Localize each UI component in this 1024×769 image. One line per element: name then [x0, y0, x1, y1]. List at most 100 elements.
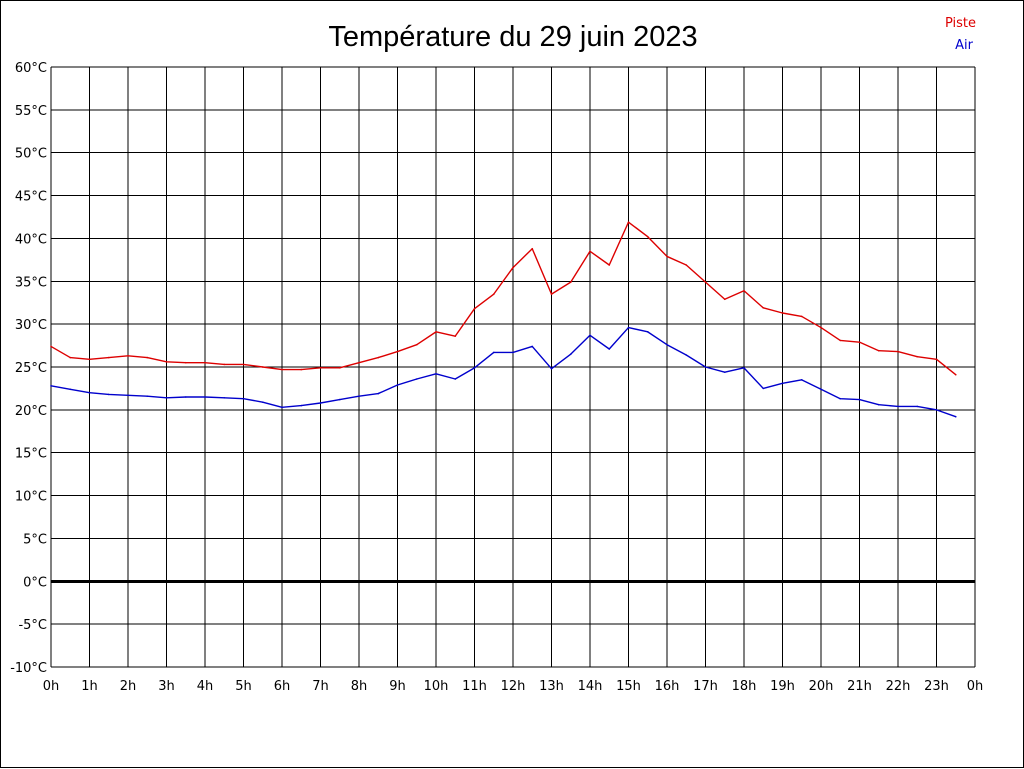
data-point-air [666, 343, 668, 346]
data-point-air [146, 395, 149, 397]
x-axis-ticks: 0h 1h 2h 3h 4h 5h 6h 7h 8h 9h 10h 11h 12h 13h 14h 15h 16… [43, 679, 984, 694]
data-point-air [204, 396, 206, 398]
data-point-air [338, 398, 341, 401]
data-point-air [916, 405, 919, 408]
x-tick-label: 8h [351, 679, 368, 694]
x-tick-label: 17h [693, 679, 718, 694]
data-point-air [685, 354, 688, 356]
y-tick-label: 35°C [15, 275, 47, 290]
data-point-piste [107, 356, 110, 359]
x-tick-label: 22h [886, 679, 911, 694]
y-tick-label: 10°C [15, 490, 47, 505]
x-tick-label: 1h [81, 679, 98, 694]
data-point-air [127, 394, 129, 397]
data-point-piste [454, 335, 457, 337]
data-point-air [627, 326, 630, 329]
data-point-air [377, 392, 380, 395]
data-point-air [897, 405, 899, 408]
data-point-piste [338, 367, 341, 369]
data-point-piste [550, 293, 553, 295]
y-tick-label: 15°C [15, 447, 47, 462]
data-point-piste [358, 361, 360, 364]
data-point-piste [492, 293, 495, 295]
y-tick-label: -5°C [18, 618, 47, 633]
data-point-piste [762, 307, 765, 309]
data-point-air [858, 398, 861, 401]
data-point-piste [165, 361, 168, 363]
data-point-piste [319, 367, 322, 369]
data-point-air [261, 401, 264, 403]
data-point-air [569, 353, 572, 355]
data-point-piste [242, 363, 245, 366]
data-point-piste [800, 315, 803, 318]
data-point-piste [839, 339, 842, 342]
x-tick-label: 12h [501, 679, 526, 694]
data-point-piste [396, 350, 399, 353]
y-axis-ticks: 60°C 55°C 50°C 45°C 40°C 35°C 30°C 25°C 20°C 15°C… [10, 61, 47, 676]
data-point-air [877, 403, 880, 406]
chart-title: Température du 29 juin 2023 [328, 21, 697, 53]
data-point-air [50, 385, 52, 387]
x-tick-label: 20h [809, 679, 834, 694]
data-point-piste [781, 312, 784, 314]
y-tick-label: 20°C [15, 404, 47, 419]
data-point-piste [569, 281, 572, 283]
data-point-piste [88, 358, 91, 361]
data-point-air [281, 406, 283, 409]
x-tick-label: 18h [732, 679, 757, 694]
data-point-piste [300, 368, 303, 371]
series-line-air [50, 326, 956, 418]
y-tick-label: 55°C [15, 104, 47, 119]
data-point-air [935, 409, 938, 411]
data-point-air [550, 367, 553, 370]
data-point-air [646, 331, 649, 333]
data-point-air [839, 397, 842, 400]
data-point-air [704, 366, 707, 368]
data-point-piste [127, 355, 129, 357]
data-point-piste [223, 363, 226, 366]
data-point-air [473, 367, 476, 369]
y-tick-label: 40°C [15, 232, 47, 247]
y-tick-label: 30°C [15, 318, 47, 333]
data-point-air [743, 367, 745, 369]
x-tick-label: 13h [539, 679, 564, 694]
y-tick-label: -10°C [10, 661, 47, 676]
x-tick-label: 11h [462, 679, 487, 694]
data-point-piste [877, 349, 880, 352]
legend-air: Air [955, 38, 974, 53]
x-tick-label: 19h [770, 679, 795, 694]
x-tick-label: 15h [616, 679, 641, 694]
data-point-piste [743, 289, 745, 292]
data-point-piste [858, 341, 861, 343]
y-tick-label: 0°C [23, 575, 47, 590]
data-point-air [69, 388, 72, 391]
data-point-air [723, 371, 726, 373]
data-point-air [165, 397, 168, 399]
data-point-piste [512, 266, 514, 269]
data-point-piste [377, 356, 380, 359]
data-point-piste [685, 264, 688, 266]
data-point-piste [916, 355, 919, 358]
y-tick-label: 25°C [15, 361, 47, 376]
data-point-piste [204, 361, 206, 364]
x-tick-label: 23h [924, 679, 949, 694]
x-tick-label: 9h [389, 679, 406, 694]
data-point-air [107, 393, 110, 396]
x-tick-label: 4h [197, 679, 214, 694]
data-point-piste [589, 250, 591, 253]
data-point-air [396, 384, 399, 386]
data-point-air [454, 378, 457, 380]
data-point-air [512, 351, 514, 354]
data-point-air [415, 378, 418, 380]
y-tick-label: 45°C [15, 190, 47, 205]
data-point-air [781, 382, 784, 385]
y-tick-label: 60°C [15, 61, 47, 76]
data-point-air [762, 387, 765, 390]
data-point-piste [723, 298, 726, 301]
y-tick-label: 50°C [15, 147, 47, 162]
x-tick-label: 7h [312, 679, 329, 694]
data-point-piste [820, 326, 822, 329]
x-tick-label: 5h [235, 679, 252, 694]
data-point-air [800, 379, 803, 381]
chart-grid [50, 66, 976, 668]
